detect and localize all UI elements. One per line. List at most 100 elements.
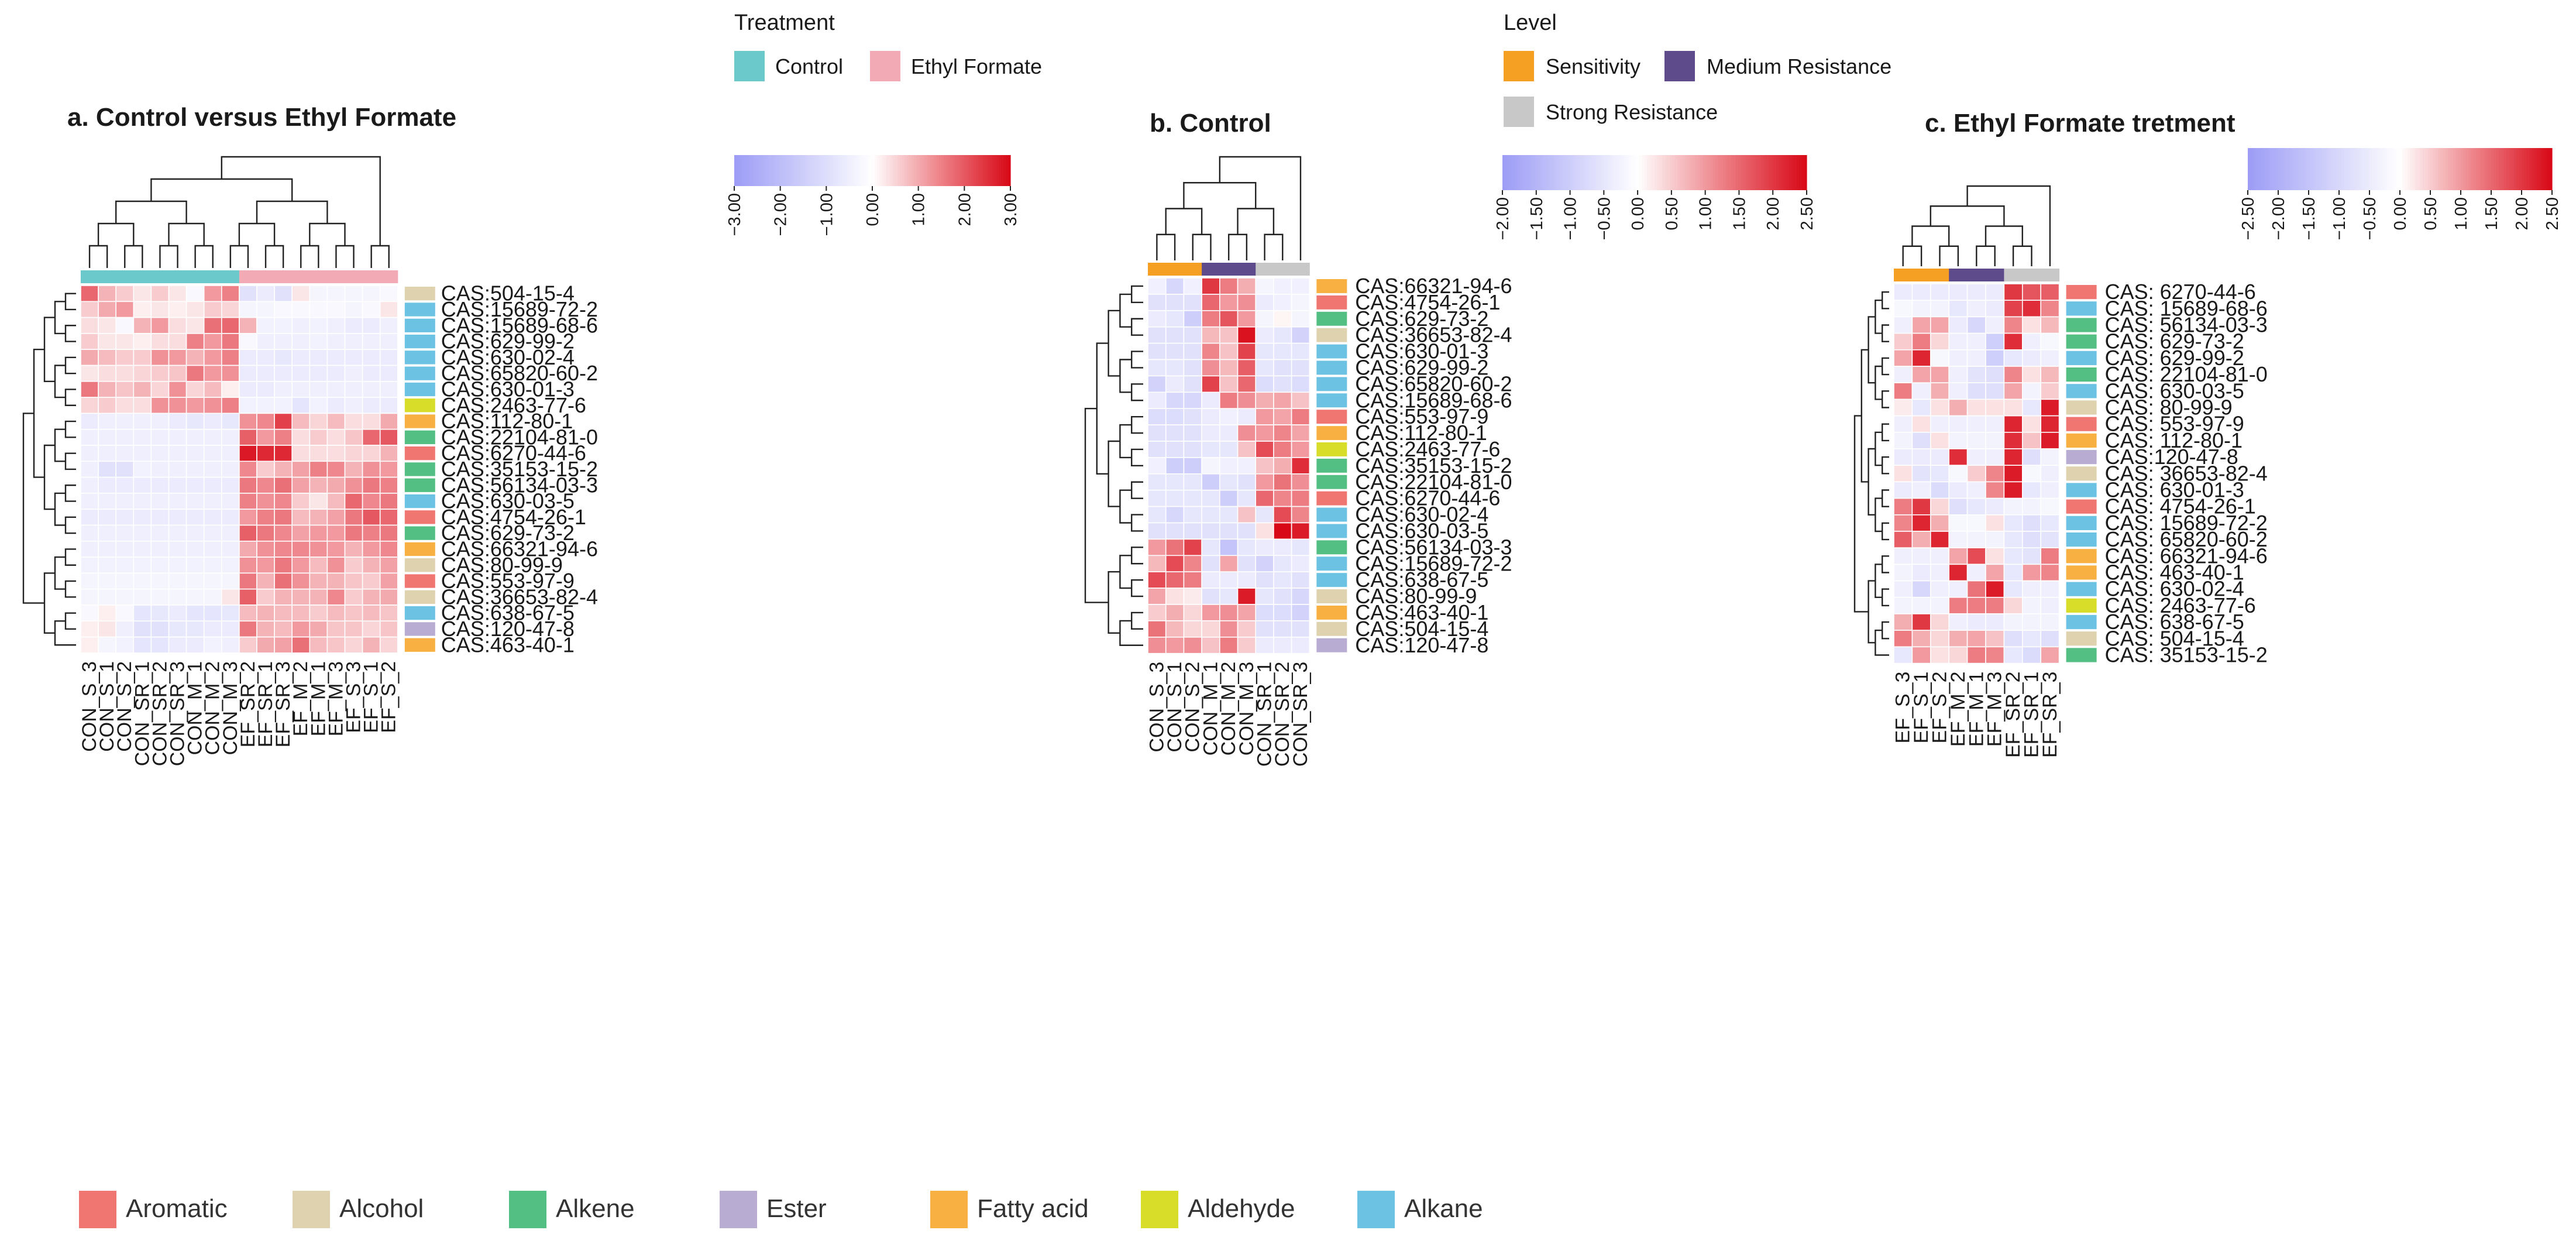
column-label: EF_S_2	[1929, 672, 1951, 744]
color-scale-step	[1632, 155, 1635, 190]
heatmap-cell	[1219, 457, 1239, 475]
heatmap-cell	[2040, 465, 2060, 483]
color-scale-step	[1693, 155, 1695, 190]
heatmap-cell	[1948, 497, 1968, 516]
color-scale-step	[2491, 148, 2494, 190]
heatmap-cell	[291, 380, 311, 398]
heatmap-cell	[98, 413, 117, 430]
heatmap-cell	[1893, 613, 1913, 631]
heatmap-cell	[326, 349, 346, 366]
row-label: CAS: 630-02-4	[2105, 577, 2244, 601]
row-label: CAS:638-67-5	[1355, 568, 1488, 592]
color-scale-tick-label: 1.00	[2452, 197, 2471, 230]
color-scale-step	[2509, 148, 2512, 190]
color-scale-step	[1560, 155, 1564, 190]
color-scale-step	[780, 155, 783, 186]
color-scale-tick-label: 2.00	[1764, 197, 1783, 230]
heatmap-cell	[203, 476, 222, 494]
color-scale-step	[1677, 155, 1680, 190]
color-scale-step	[741, 155, 744, 186]
heatmap-cell	[1255, 342, 1274, 360]
heatmap-c-row-dendrogram	[1853, 291, 1889, 656]
heatmap-cell	[1183, 326, 1202, 344]
heatmap-cell	[1147, 604, 1167, 621]
panel-b-title: b. Control	[1150, 109, 1271, 138]
heatmap-cell	[291, 397, 311, 414]
color-scale-step	[2537, 148, 2540, 190]
heatmap-cell	[133, 349, 152, 366]
heatmap-cell	[1948, 580, 1968, 598]
heatmap-cell	[1219, 294, 1239, 311]
dendrogram-branch	[1131, 611, 1143, 630]
heatmap-cell	[1237, 359, 1257, 377]
level-label-medium-resistance: Medium Resistance	[1707, 54, 1891, 78]
column-group-cell	[168, 270, 187, 283]
heatmap-cell	[362, 380, 381, 398]
dendrogram-branch	[64, 548, 76, 566]
heatmap-cell	[221, 397, 240, 414]
dendrogram-branch	[1108, 440, 1120, 507]
heatmap-cell	[150, 540, 170, 558]
dendrogram-branch	[1119, 555, 1132, 589]
heatmap-cell	[309, 333, 328, 351]
heatmap-cell	[326, 365, 346, 382]
row-category-swatch	[2066, 516, 2097, 530]
color-scale-tick-label: 0.00	[864, 193, 882, 226]
heatmap-cell	[1183, 294, 1202, 311]
row-category-swatch	[404, 366, 435, 380]
color-scale-step	[2311, 148, 2314, 190]
heatmap-cell	[221, 556, 240, 574]
color-scale-step	[2468, 148, 2471, 190]
heatmap-cell	[133, 524, 152, 542]
color-scale-step	[2473, 148, 2477, 190]
color-scale-step	[2400, 148, 2403, 190]
heatmap-cell	[274, 476, 293, 494]
heatmap-cell	[239, 285, 257, 303]
row-category-swatch	[1316, 475, 1347, 489]
row-label: CAS: 463-40-1	[2105, 561, 2244, 585]
heatmap-cell	[256, 380, 275, 398]
color-scale-step	[1609, 155, 1612, 190]
heatmap-cell	[1948, 300, 1968, 318]
heatmap-cell	[80, 333, 99, 351]
heatmap-cell	[98, 620, 117, 638]
color-scale-step	[907, 155, 910, 186]
dendrogram-branch	[370, 245, 390, 268]
column-group-cell	[1967, 269, 1986, 281]
heatmap-cell	[1237, 391, 1257, 409]
heatmap-cell	[309, 461, 328, 478]
column-label: EF_M_2	[290, 661, 312, 737]
dendrogram-branch	[1976, 245, 1996, 266]
heatmap-cell	[1273, 294, 1292, 311]
dendrogram-branch	[64, 325, 76, 342]
color-scale-step	[2503, 148, 2507, 190]
heatmap-cell	[274, 588, 293, 606]
heatmap-cell	[1291, 441, 1311, 458]
heatmap-cell	[1966, 630, 1986, 648]
heatmap-cell	[1911, 300, 1931, 318]
color-scale-step	[916, 155, 919, 186]
row-category-swatch	[1316, 458, 1347, 473]
row-category-swatch	[1316, 507, 1347, 522]
heatmap-cell	[1985, 448, 2005, 466]
color-scale-step	[854, 155, 857, 186]
color-scale-step	[2362, 148, 2365, 190]
heatmap-cell	[98, 524, 117, 542]
row-category-swatch	[2066, 499, 2097, 514]
color-scale-step	[773, 155, 776, 186]
heatmap-cell	[1183, 620, 1202, 638]
heatmap-cell	[291, 413, 311, 430]
row-label: CAS:120-47-8	[441, 617, 575, 641]
dendrogram-branch	[1131, 448, 1143, 467]
heatmap-cell	[274, 620, 293, 638]
color-scale-step	[2532, 148, 2535, 190]
heatmap-cell	[1147, 571, 1167, 589]
heatmap-cell	[1201, 571, 1220, 589]
color-scale-step	[2290, 148, 2294, 190]
color-scale-step	[824, 155, 827, 186]
column-group-cell	[380, 270, 398, 283]
color-scale-step	[762, 155, 765, 186]
heatmap-cell	[2040, 283, 2060, 301]
heatmap-cell	[1183, 359, 1202, 377]
heatmap-cell	[362, 636, 381, 654]
